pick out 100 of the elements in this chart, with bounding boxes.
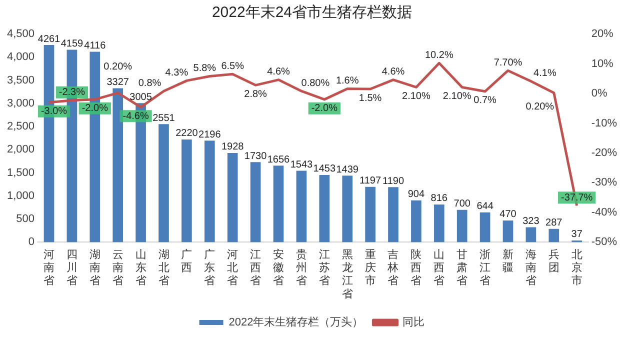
data-label: 0.20% [526, 102, 554, 113]
data-label: 4.6% [267, 66, 290, 78]
y2-tick-label: -50% [591, 236, 618, 248]
bar [273, 166, 284, 242]
data-label: 816 [430, 193, 448, 204]
x-tick-label: 湖北省 [158, 248, 170, 288]
x-tick-label: 广东省 [204, 248, 216, 288]
data-label: 1730 [244, 150, 268, 162]
data-label: 904 [408, 189, 425, 200]
legend-label: 同比 [402, 316, 425, 329]
x-tick-label: 黑龙江省 [342, 248, 353, 300]
data-label: 1928 [221, 142, 244, 153]
bar [526, 227, 536, 242]
y-tick-label: 1,500 [6, 166, 35, 179]
bar [480, 212, 490, 242]
data-label: 4.6% [382, 66, 405, 78]
x-tick-label: 陕西省 [410, 248, 422, 288]
data-label: 4159 [60, 38, 84, 50]
data-label: -3.0% [40, 106, 68, 118]
data-label: 1190 [382, 176, 404, 187]
data-label: 2.10% [442, 90, 472, 102]
data-label: -4.6% [122, 110, 149, 122]
bar [182, 139, 192, 242]
data-label: 1543 [290, 160, 314, 171]
data-label: 2.8% [244, 88, 268, 100]
x-tick-label: 吉林省 [386, 248, 399, 288]
bar [411, 200, 422, 242]
x-tick-label: 甘肃省 [456, 248, 468, 288]
bar [296, 170, 307, 242]
data-label: 7.70% [494, 57, 522, 68]
x-tick-label: 云南省 [112, 248, 124, 288]
bar [319, 174, 330, 242]
data-label: 0.8% [138, 78, 162, 89]
y2-tick-label: -20% [591, 147, 618, 160]
y-tick-label: 4,000 [6, 51, 35, 64]
x-tick-label: 山西省 [434, 248, 445, 288]
y-tick-label: 4,500 [6, 28, 35, 40]
x-tick-label: 江苏省 [318, 248, 330, 288]
data-label: -2.0% [311, 103, 338, 114]
data-label: 2551 [152, 112, 176, 124]
x-tick-label: 北京市 [571, 248, 582, 288]
data-label: 6.5% [221, 60, 244, 72]
x-tick-label: 河南省 [44, 248, 54, 288]
data-label: 2196 [198, 129, 222, 140]
x-tick-label: 新疆 [502, 248, 514, 274]
y2-tick-label: -10% [591, 117, 618, 130]
bar [250, 162, 261, 242]
x-tick-label: 江西省 [250, 248, 262, 288]
bar [342, 176, 353, 242]
data-label: 2.10% [402, 90, 430, 102]
data-label: -2.0% [82, 103, 108, 114]
data-label: 1453 [313, 164, 336, 175]
y2-tick-label: 20% [591, 28, 614, 40]
data-label: 470 [500, 209, 517, 220]
bar [227, 153, 238, 242]
data-label: 644 [476, 201, 494, 212]
y-tick-label: 0 [28, 236, 35, 248]
x-tick-label: 贵州省 [296, 248, 307, 288]
y-tick-label: 1,000 [6, 190, 35, 202]
data-label: 4.1% [534, 68, 556, 80]
y-tick-label: 3,000 [6, 97, 35, 110]
data-label: -2.3% [58, 87, 86, 98]
data-label: 0.20% [104, 62, 132, 73]
x-tick-label: 广西 [181, 248, 192, 274]
data-label: 0.80% [301, 78, 330, 89]
bar [365, 186, 376, 242]
x-tick-label: 浙江省 [480, 248, 491, 288]
y2-tick-label: -30% [591, 176, 618, 189]
data-label: 4261 [38, 34, 61, 45]
x-tick-label: 山东省 [135, 248, 146, 288]
x-tick-label: 海南省 [525, 248, 536, 288]
data-label: 4116 [84, 40, 106, 52]
bar [112, 88, 124, 242]
data-label: 323 [522, 216, 540, 228]
y2-tick-label: -40% [591, 206, 618, 218]
data-label: 10.2% [424, 50, 454, 61]
data-label: 1197 [360, 176, 382, 187]
y-tick-label: 500 [16, 213, 35, 226]
data-label: 3005 [130, 92, 152, 103]
data-label: 1439 [336, 164, 359, 176]
data-label: 2220 [176, 128, 198, 140]
data-label: 1.5% [358, 92, 382, 104]
data-label: 3327 [106, 77, 130, 88]
data-label: 4.3% [165, 67, 188, 78]
data-label: 5.8% [193, 62, 216, 74]
bar [388, 187, 398, 242]
legend-label: 2022年末生猪存栏（万头） [228, 316, 364, 329]
bar [502, 220, 514, 242]
y-tick-label: 3,500 [6, 74, 35, 86]
y-tick-label: 2,500 [6, 120, 35, 133]
x-tick-label: 河北省 [227, 248, 238, 288]
data-label: 0.7% [474, 95, 497, 106]
bar [548, 228, 560, 242]
y2-tick-label: 10% [591, 58, 614, 70]
x-tick-label: 兵团 [548, 248, 560, 274]
data-label: 1656 [267, 154, 290, 166]
y-tick-label: 2,000 [6, 144, 35, 156]
data-label: 37 [571, 229, 583, 240]
bar [434, 204, 444, 242]
data-label: 700 [454, 198, 471, 210]
